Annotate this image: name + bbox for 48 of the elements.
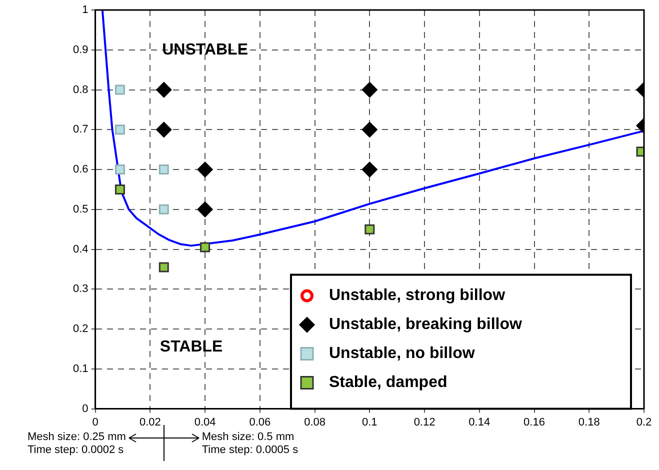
point	[197, 162, 213, 178]
point	[158, 204, 169, 214]
y-tick-label: 0.9	[72, 44, 88, 56]
point	[200, 242, 210, 252]
y-tick-label: 0.7	[72, 124, 88, 136]
x-tick-label: 0.1	[362, 416, 378, 428]
x-tick-label: 0.16	[524, 416, 545, 428]
legend-label: Stable, damped	[329, 374, 448, 392]
x-tick-label: 0.2	[636, 416, 652, 428]
point	[114, 184, 125, 194]
y-tick-label: 0.6	[72, 164, 88, 176]
x-tick-label: 0.04	[194, 416, 216, 428]
point	[158, 262, 169, 272]
y-tick-label: 0.8	[72, 84, 88, 96]
point	[362, 162, 378, 178]
x-tick-label: 0.18	[578, 416, 600, 428]
annotation: UNSTABLE	[162, 41, 248, 58]
point	[114, 84, 125, 95]
text: Mesh size: 0.25 mm	[27, 430, 126, 444]
point	[156, 122, 172, 138]
x-tick-label: 0	[92, 416, 98, 428]
annotation: STABLE	[160, 338, 224, 356]
text: Time step: 0.0002 s	[27, 444, 125, 457]
legend-label: Unstable, no billow	[329, 345, 476, 362]
point	[158, 164, 169, 175]
x-tick-label: 0.02	[139, 416, 161, 428]
x-tick-label: 0.08	[304, 416, 326, 428]
legend-label: Unstable, breaking billow	[329, 316, 522, 334]
point	[114, 164, 125, 175]
y-tick-label: 0.2	[72, 323, 88, 336]
point	[362, 122, 378, 138]
y-tick-label: 0.5	[72, 203, 88, 216]
x-tick-label: 0.14	[468, 416, 490, 428]
point	[364, 224, 375, 234]
y-tick-label: 0.1	[72, 362, 88, 375]
point	[156, 82, 172, 98]
legend-label: Unstable, strong billow	[329, 287, 506, 304]
y-tick-label: 0.3	[72, 283, 88, 296]
point	[114, 124, 125, 135]
y-tick-label: 1	[82, 4, 88, 16]
x-tick-label: 0.12	[414, 416, 436, 428]
text: Mesh size: 0.5 mm	[202, 430, 296, 444]
point	[197, 202, 213, 218]
y-tick-label: 0.4	[72, 243, 88, 256]
x-tick-label: 0.06	[249, 416, 271, 428]
y-tick-label: 0	[82, 402, 88, 415]
text: Time step: 0.0005 s	[202, 444, 298, 457]
point	[362, 82, 378, 98]
